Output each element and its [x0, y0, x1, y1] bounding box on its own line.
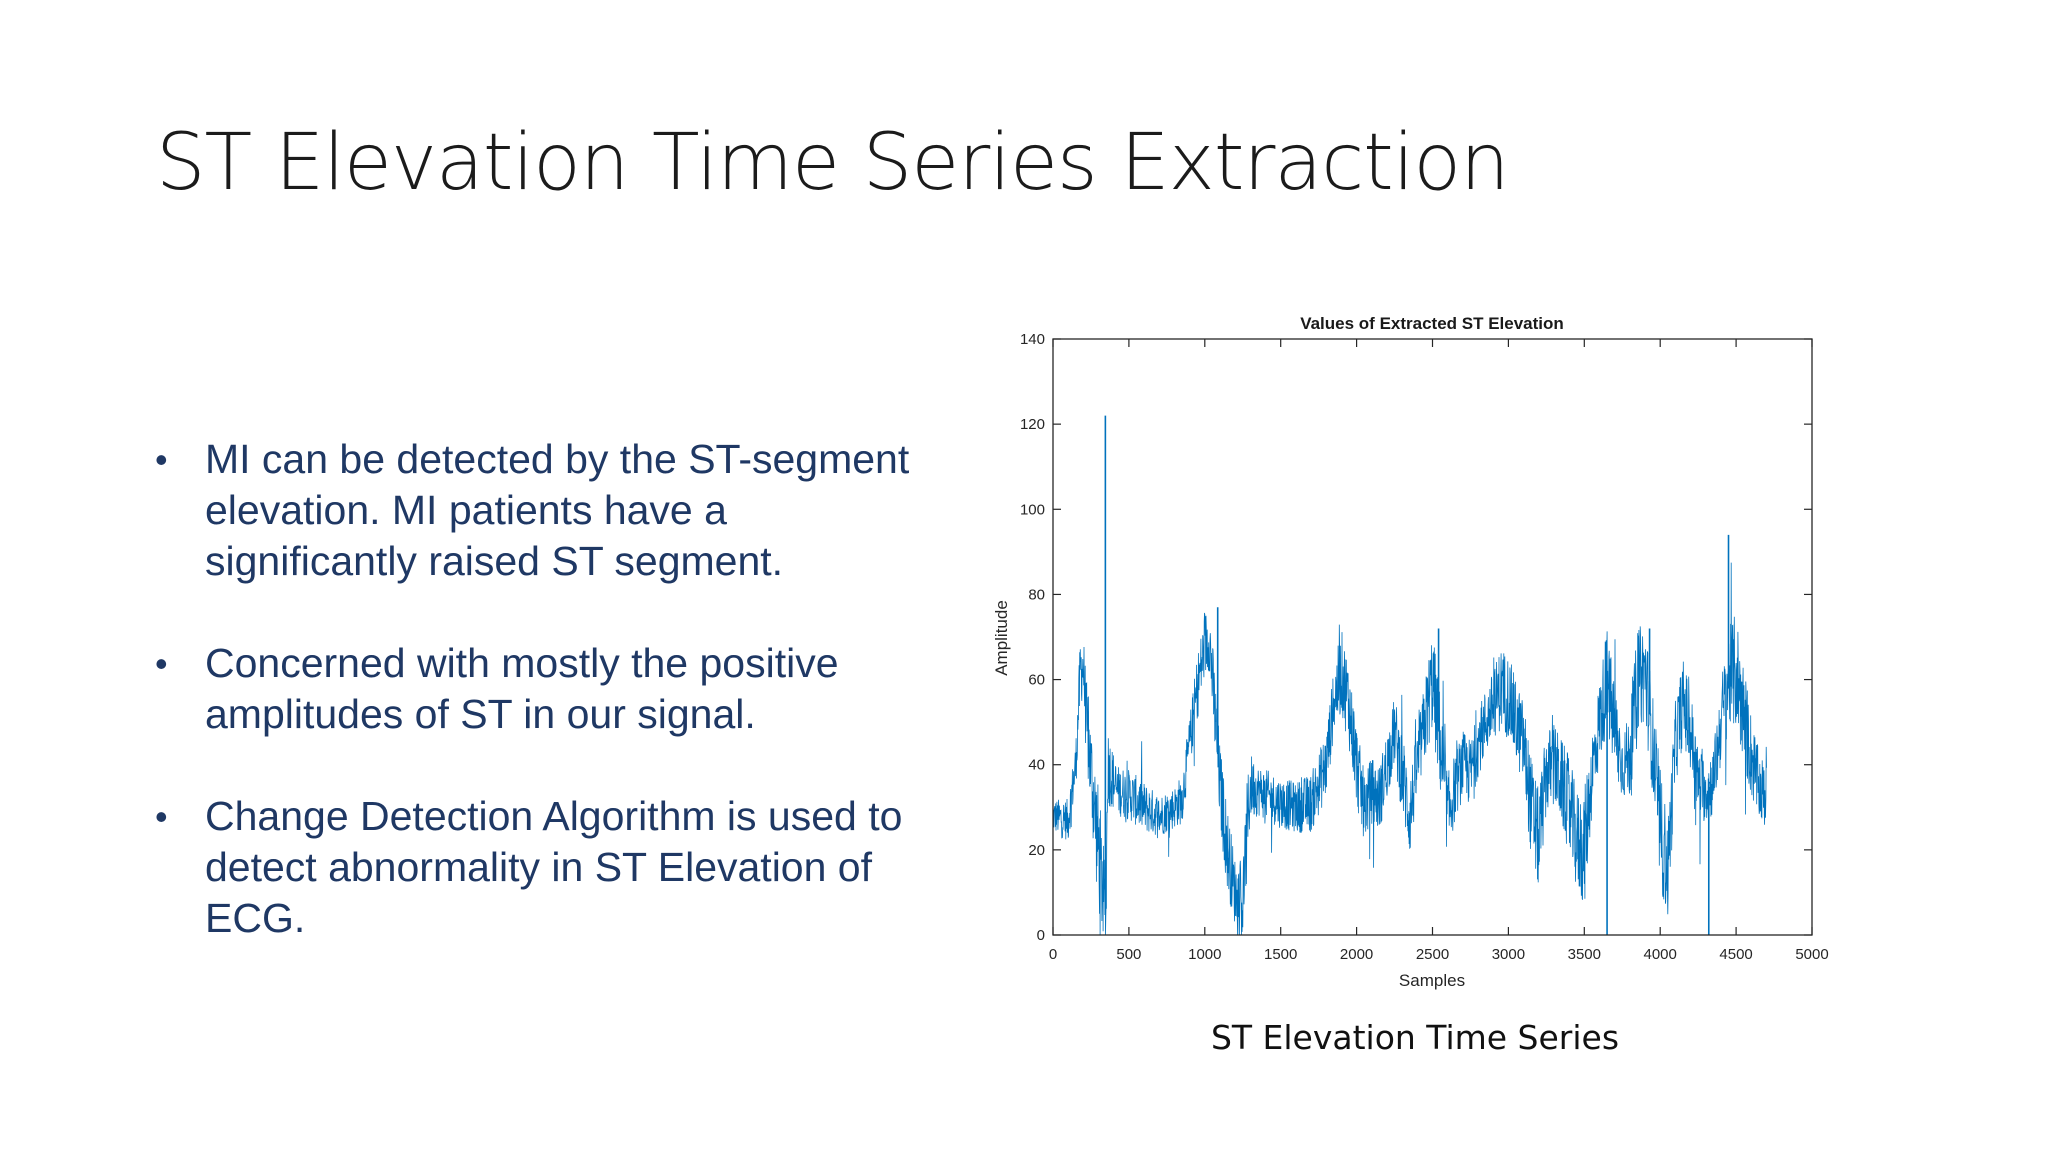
- x-tick-label: 3000: [1492, 946, 1525, 963]
- y-tick-label: 20: [1028, 842, 1045, 859]
- bullet-item: • Concerned with mostly the positive amp…: [155, 638, 915, 740]
- y-tick-label: 0: [1037, 927, 1045, 944]
- bullet-item: • MI can be detected by the ST-segment e…: [155, 434, 915, 587]
- plot-area: 0 500 1000 1500 2000 2500 3000 3500 4000 4500 5000…: [1020, 331, 1829, 963]
- bullet-item: • Change Detection Algorithm is used to …: [155, 791, 915, 944]
- y-tick-label: 40: [1028, 757, 1045, 774]
- y-tick-label: 140: [1020, 331, 1045, 348]
- bullet-text: Change Detection Algorithm is used to de…: [205, 793, 903, 941]
- x-tick-label: 500: [1116, 946, 1141, 963]
- x-tick-label: 3500: [1568, 946, 1601, 963]
- x-tick-label: 2000: [1340, 946, 1373, 963]
- y-tick-label: 60: [1028, 672, 1045, 689]
- bullet-dot-icon: •: [155, 796, 168, 837]
- axes-box: [1052, 338, 1813, 936]
- bullet-dot-icon: •: [155, 439, 168, 480]
- y-axis-label: Amplitude: [992, 600, 1011, 676]
- bullet-list: • MI can be detected by the ST-segment e…: [155, 434, 915, 995]
- x-tick-label: 5000: [1795, 946, 1828, 963]
- st-elevation-chart: Values of Extracted ST Elevation Amplitu…: [992, 314, 1829, 990]
- chart-caption: ST Elevation Time Series: [1210, 1018, 1620, 1057]
- series-line: [1052, 562, 1767, 936]
- y-tick-label: 80: [1028, 586, 1045, 603]
- x-tick-label: 4500: [1719, 946, 1752, 963]
- bullet-dot-icon: •: [155, 643, 168, 684]
- chart-title: Values of Extracted ST Elevation: [1300, 314, 1564, 333]
- slide-title: ST Elevation Time Series Extraction: [156, 118, 1510, 208]
- x-tick-label: 0: [1049, 946, 1057, 963]
- x-axis-label: Samples: [1399, 971, 1465, 990]
- y-tick-label: 100: [1020, 501, 1045, 518]
- bullet-text: MI can be detected by the ST-segment ele…: [205, 436, 910, 584]
- x-tick-label: 1500: [1264, 946, 1297, 963]
- x-tick-label: 4000: [1644, 946, 1677, 963]
- bullet-text: Concerned with mostly the positive ampli…: [205, 640, 839, 737]
- y-tick-label: 120: [1020, 416, 1045, 433]
- x-tick-label: 2500: [1416, 946, 1449, 963]
- x-tick-label: 1000: [1188, 946, 1221, 963]
